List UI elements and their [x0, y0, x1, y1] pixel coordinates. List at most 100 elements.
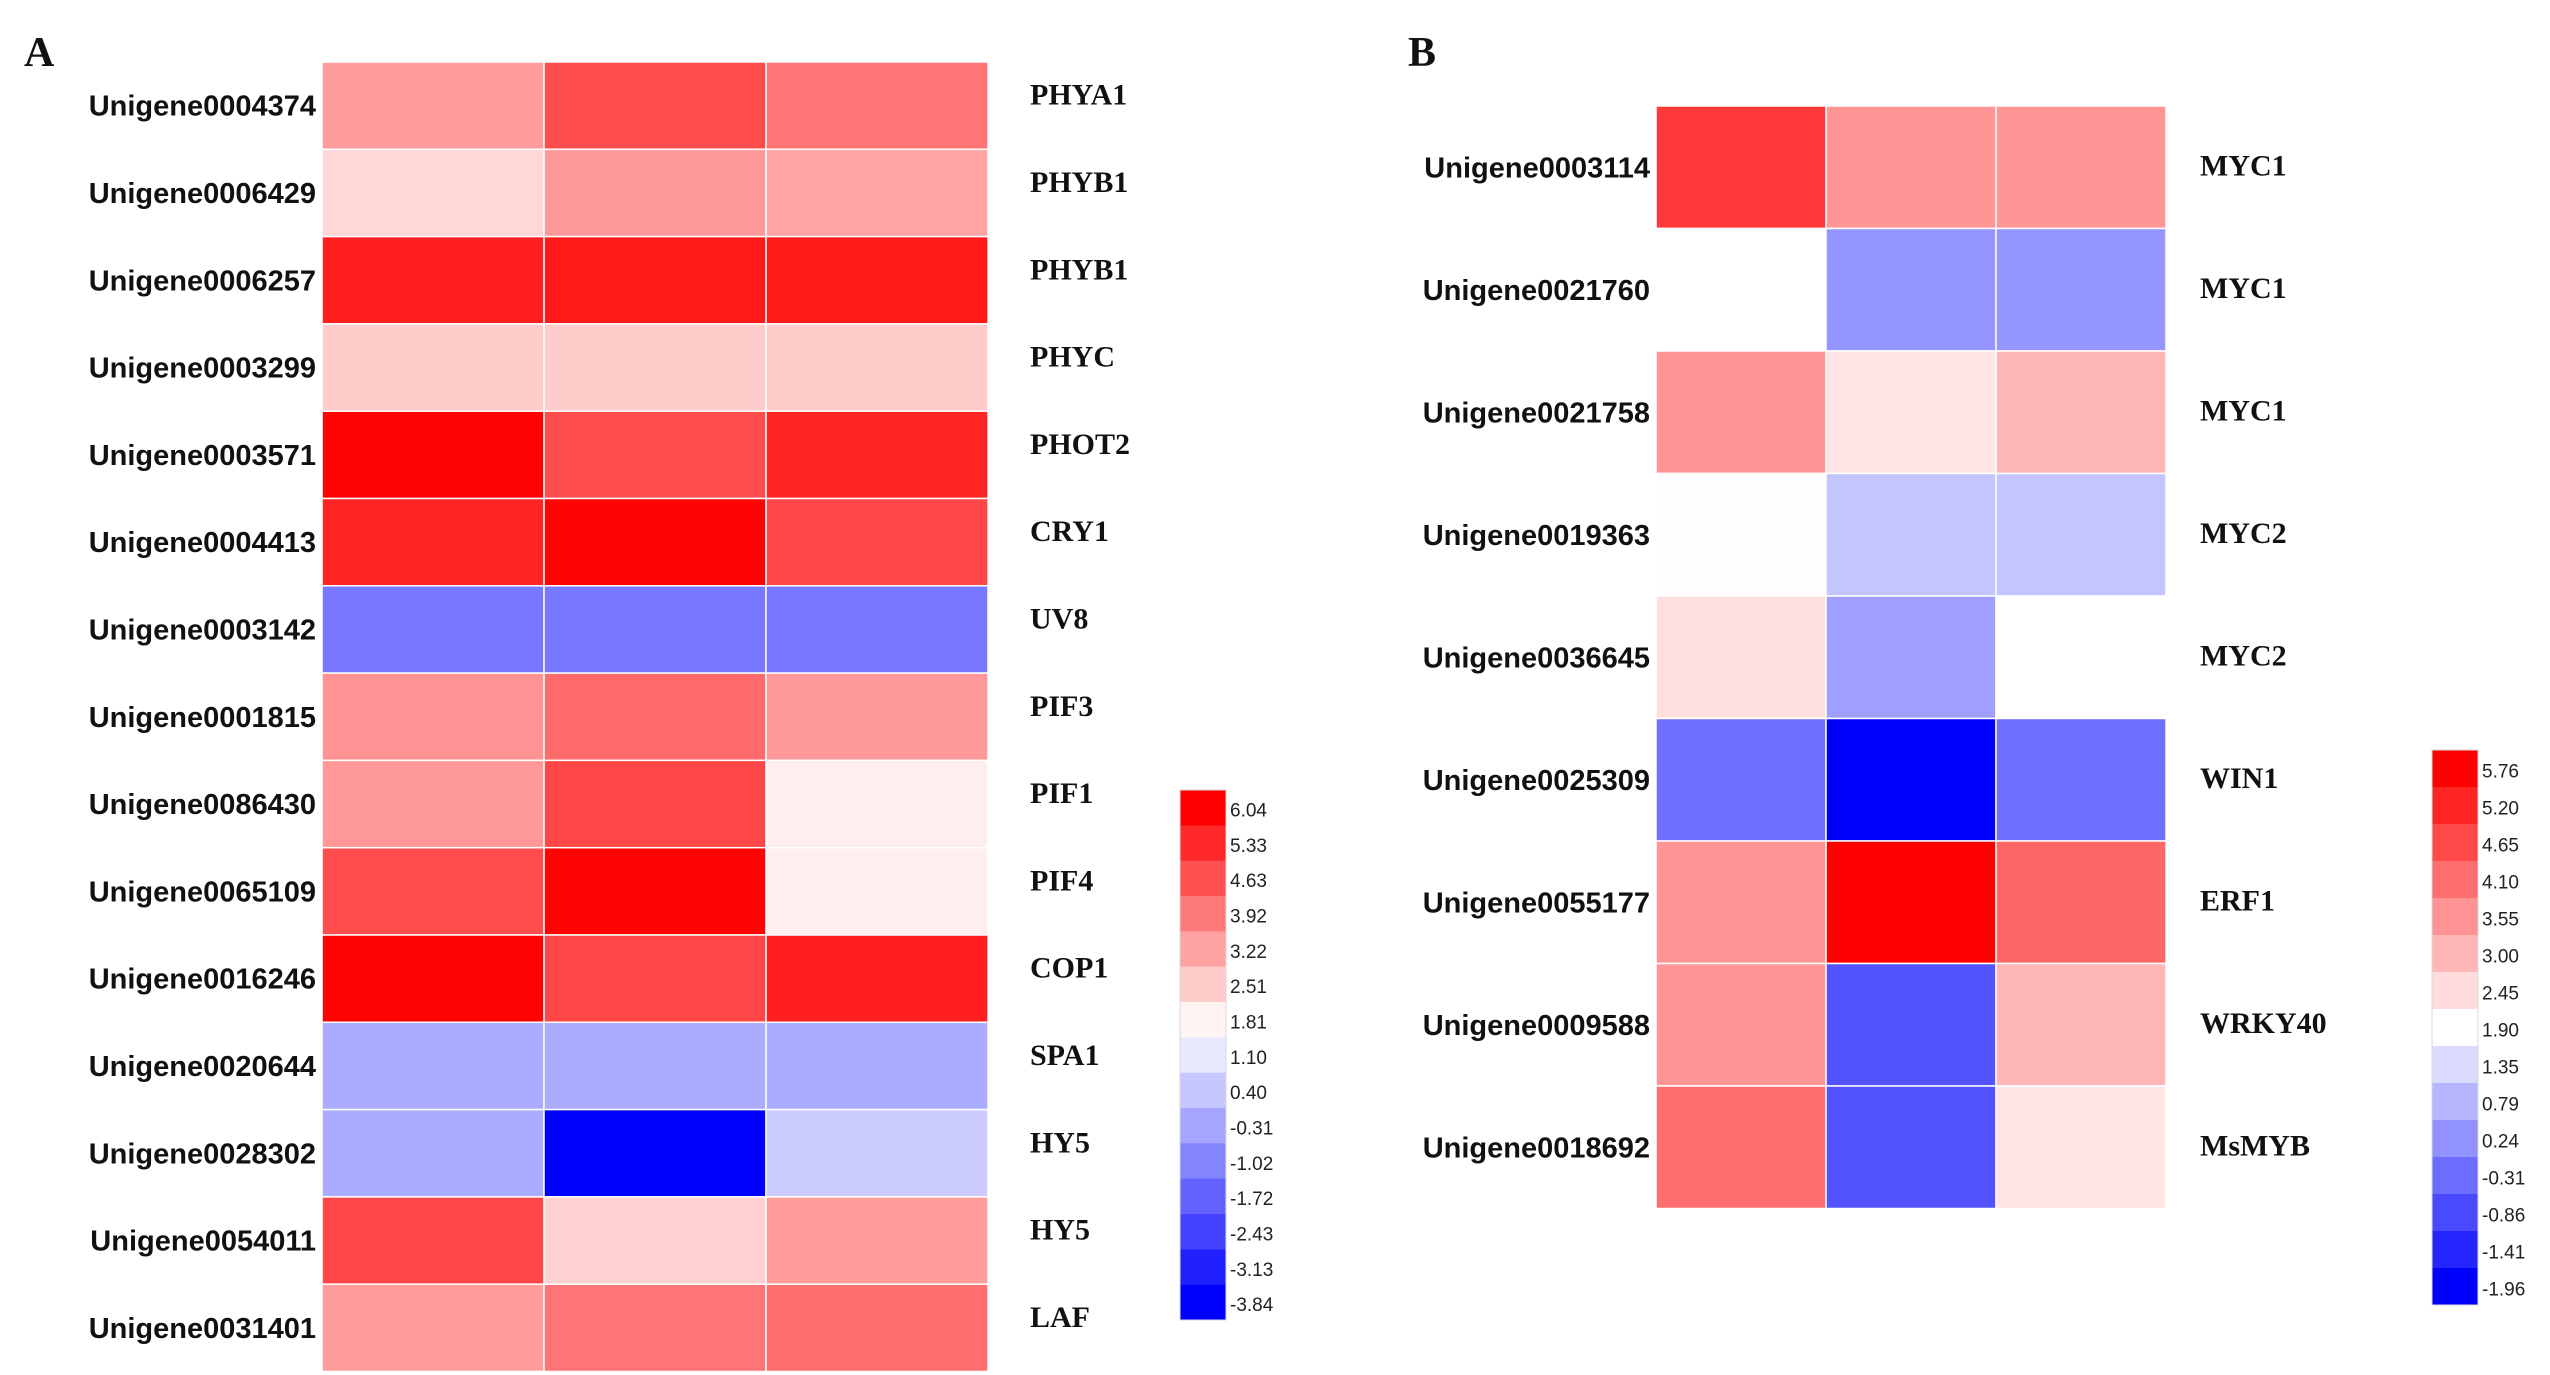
legend-swatch — [1180, 1072, 1226, 1109]
legend-tick-label: -0.31 — [2482, 1168, 2525, 1189]
legend-swatch — [1180, 1249, 1226, 1286]
heatmap-cell — [1655, 962, 1827, 1087]
heatmap-cell — [543, 235, 767, 325]
legend-swatch — [2432, 787, 2478, 825]
heatmap-cell — [321, 759, 545, 849]
legend-swatch — [1180, 790, 1226, 826]
legend-swatch — [1180, 931, 1226, 968]
legend-swatch — [2432, 824, 2478, 862]
heatmap-cell — [1655, 717, 1827, 842]
heatmap-cell — [765, 1108, 989, 1198]
heatmap-cell — [543, 672, 767, 762]
row-label: Unigene0016246 — [89, 964, 316, 996]
legend-swatch — [2432, 1009, 2478, 1047]
row-label: Unigene0021760 — [1423, 275, 1650, 307]
row-label: Unigene0003114 — [1424, 152, 1650, 184]
heatmap-cell — [1825, 227, 1997, 352]
gene-label: PIF1 — [1030, 777, 1093, 810]
legend-tick-label: -1.72 — [1230, 1189, 1273, 1210]
heatmap-cell — [1825, 595, 1997, 720]
legend-swatch — [1180, 1037, 1226, 1074]
legend-swatch — [1180, 1143, 1226, 1180]
legend-tick-label: 0.79 — [2482, 1094, 2519, 1115]
heatmap-cell — [765, 61, 989, 151]
heatmap-cell — [765, 235, 989, 325]
heatmap-cell — [1825, 840, 1997, 965]
heatmap-cell — [321, 410, 545, 500]
heatmap-cell — [1995, 717, 2167, 842]
legend-tick-label: 1.35 — [2482, 1057, 2519, 1078]
legend-swatch — [2432, 935, 2478, 973]
heatmap-cell — [543, 148, 767, 238]
panel-label-a: A — [24, 30, 55, 76]
heatmap-cell — [543, 410, 767, 500]
heatmap-cell — [543, 1283, 767, 1373]
heatmap-cell — [543, 759, 767, 849]
legend-tick-label: 3.55 — [2482, 909, 2519, 930]
row-label: Unigene0065109 — [89, 876, 316, 908]
gene-label: MYC1 — [2200, 149, 2287, 182]
row-label: Unigene0004413 — [89, 527, 316, 559]
gene-label: LAF — [1030, 1301, 1090, 1334]
heatmap-cell — [765, 585, 989, 674]
heatmap-cell — [1995, 1085, 2167, 1210]
heatmap-cell — [1655, 105, 1827, 230]
legend-tick-label: 3.00 — [2482, 946, 2519, 967]
heatmap-cell — [1655, 840, 1827, 965]
color-legend: 6.04 5.33 4.63 3.92 3.22 2.51 1.81 1.10 0.40 -0.3… — [1179, 789, 1274, 1321]
row-label: Unigene0018692 — [1423, 1132, 1650, 1164]
legend-border — [2431, 749, 2479, 1306]
gene-label: PHOT2 — [1030, 428, 1130, 461]
heatmap-cell — [765, 934, 989, 1024]
gene-label: UV8 — [1030, 602, 1088, 635]
gene-label: WRKY40 — [2200, 1007, 2327, 1040]
heatmap-cell — [1825, 105, 1997, 230]
heatmap-cell — [765, 1196, 989, 1285]
legend-swatch — [1180, 825, 1226, 862]
legend-tick-label: -0.31 — [1230, 1118, 1273, 1139]
color-legend: 5.76 5.20 4.65 4.10 3.55 3.00 2.45 1.90 1.35 0.79… — [2431, 749, 2525, 1306]
legend-swatch — [2432, 1083, 2478, 1121]
heatmap-cell — [1825, 472, 1997, 597]
legend-tick-label: 1.81 — [1230, 1012, 1267, 1033]
heatmap-cell — [321, 323, 545, 412]
legend-tick-label: 4.10 — [2482, 872, 2519, 893]
heatmap-cell — [321, 1108, 545, 1198]
gene-label: MYC1 — [2200, 394, 2287, 427]
heatmap-cell — [543, 585, 767, 674]
legend-tick-label: -1.41 — [2482, 1242, 2525, 1263]
heatmap-a: Unigene0004374 PHYA1 Unigene0006429 PHYB1 Un… — [89, 61, 1274, 1373]
row-label: Unigene0021758 — [1423, 397, 1650, 429]
heatmap-cell — [321, 846, 545, 936]
legend-tick-label: 0.24 — [2482, 1131, 2519, 1152]
gene-label: PIF4 — [1030, 864, 1093, 897]
heatmap-cell — [765, 323, 989, 412]
heatmap-cell — [321, 1283, 545, 1373]
legend-tick-label: -2.43 — [1230, 1224, 1273, 1245]
heatmap-cell — [321, 148, 545, 238]
heatmap-cell — [543, 323, 767, 412]
legend-tick-label: 2.45 — [2482, 983, 2519, 1004]
panel-label-b: B — [1408, 30, 1436, 76]
heatmap-cell — [1995, 350, 2167, 475]
gene-label: MYC2 — [2200, 517, 2287, 550]
legend-swatch — [2432, 1157, 2478, 1195]
row-label: Unigene0025309 — [1423, 765, 1650, 797]
row-label: Unigene0006429 — [89, 178, 316, 210]
gene-label: MsMYB — [2200, 1129, 2310, 1162]
legend-tick-label: 0.40 — [1230, 1083, 1267, 1104]
legend-swatch — [1180, 1214, 1226, 1250]
legend-swatch — [1180, 966, 1226, 1003]
heatmap-cell — [321, 61, 545, 151]
legend-tick-label: 2.51 — [1230, 977, 1267, 998]
row-label: Unigene0086430 — [89, 789, 316, 821]
gene-label: PIF3 — [1030, 690, 1093, 723]
heatmap-cell — [543, 61, 767, 151]
gene-label: COP1 — [1030, 952, 1108, 985]
heatmap-cell — [321, 497, 545, 587]
heatmap-cell — [1655, 472, 1827, 597]
heatmap-cell — [1995, 595, 2167, 720]
heatmap-cell — [1825, 350, 1997, 475]
heatmap-cell — [1995, 472, 2167, 597]
